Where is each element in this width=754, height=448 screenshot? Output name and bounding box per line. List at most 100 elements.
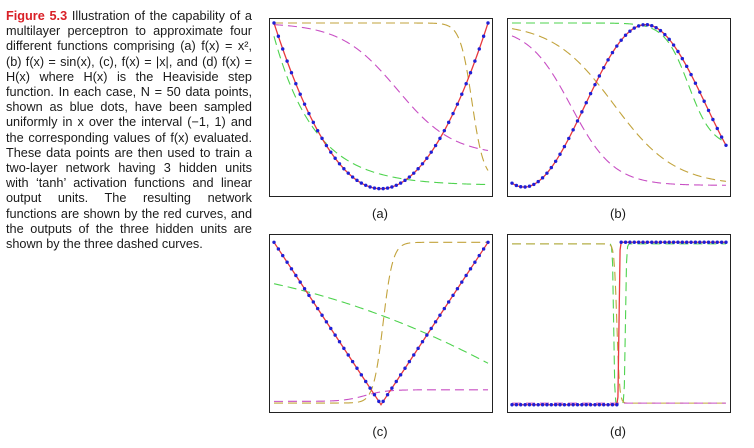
data-point	[333, 333, 337, 337]
data-point	[429, 150, 433, 154]
data-point	[377, 186, 381, 191]
data-point	[394, 379, 398, 384]
data-point	[315, 306, 320, 311]
data-point	[636, 24, 641, 28]
panel-b-label: (b)	[610, 206, 626, 221]
data-point	[412, 353, 416, 357]
data-point	[667, 37, 671, 42]
data-point	[346, 171, 350, 175]
data-point	[549, 403, 554, 407]
data-point	[390, 185, 394, 189]
data-point	[658, 240, 663, 244]
hidden-unit-3	[273, 24, 489, 152]
data-point	[337, 162, 342, 166]
data-point	[558, 403, 562, 407]
hidden-unit-3	[274, 389, 488, 402]
data-point	[307, 293, 311, 298]
data-point	[403, 366, 407, 370]
data-point	[372, 393, 377, 397]
data-point	[606, 403, 610, 407]
data-point	[294, 273, 298, 278]
data-point	[623, 33, 628, 37]
data-point	[545, 171, 549, 175]
data-point	[606, 58, 610, 62]
data-point	[724, 240, 728, 244]
data-point	[602, 65, 606, 70]
data-point	[562, 403, 567, 407]
data-point	[481, 34, 486, 38]
data-point	[464, 82, 468, 86]
data-point	[663, 240, 667, 244]
figure-label: Figure 5.3	[6, 9, 68, 23]
data-point	[324, 320, 329, 324]
data-point	[442, 306, 447, 311]
data-point	[593, 403, 597, 407]
hidden-unit-3	[511, 35, 727, 186]
data-point	[571, 128, 575, 132]
data-point	[641, 23, 645, 27]
data-point	[536, 403, 540, 407]
data-point	[693, 81, 698, 85]
data-point	[451, 111, 455, 116]
data-point	[289, 70, 294, 75]
data-point	[676, 240, 680, 244]
data-point	[724, 143, 728, 148]
data-point	[532, 403, 536, 407]
data-point	[486, 21, 490, 25]
data-point	[281, 253, 285, 258]
data-point	[442, 128, 447, 133]
data-point	[385, 393, 390, 397]
data-point	[645, 240, 650, 244]
data-point	[272, 240, 276, 245]
data-point	[285, 59, 289, 63]
data-point	[632, 26, 636, 30]
data-point	[532, 182, 536, 187]
data-point	[514, 403, 519, 407]
data-point	[468, 267, 473, 271]
data-point	[324, 143, 329, 148]
panel-c	[269, 234, 493, 413]
data-point	[715, 240, 719, 244]
plot-c	[272, 240, 490, 406]
data-point	[377, 399, 381, 404]
data-point	[588, 403, 593, 407]
data-point	[523, 403, 527, 407]
data-point	[398, 373, 403, 377]
data-point	[540, 176, 545, 180]
data-point	[346, 353, 350, 357]
data-point	[350, 175, 355, 179]
data-point	[311, 120, 316, 125]
data-point	[684, 240, 689, 244]
data-point	[650, 240, 654, 244]
data-point	[315, 128, 320, 133]
data-point	[451, 293, 455, 298]
data-point	[381, 186, 385, 191]
data-point	[628, 240, 632, 244]
data-point	[623, 240, 628, 244]
caption-text: Illustration of the capability of a mult…	[6, 9, 252, 252]
data-point	[689, 240, 693, 244]
data-point	[654, 240, 658, 244]
data-point	[527, 184, 532, 188]
data-point	[510, 403, 514, 407]
data-point	[553, 159, 558, 163]
data-point	[567, 403, 571, 407]
data-point	[698, 90, 702, 94]
data-point	[519, 403, 523, 407]
data-point	[715, 126, 719, 131]
data-point	[684, 64, 689, 69]
data-point	[667, 240, 671, 244]
data-point	[680, 240, 685, 244]
data-point	[588, 91, 593, 96]
hidden-unit-2	[274, 241, 488, 404]
data-point	[455, 102, 460, 106]
data-point	[394, 183, 398, 187]
data-point	[285, 260, 289, 264]
data-point	[558, 152, 562, 156]
data-point	[320, 136, 324, 141]
data-point	[390, 386, 394, 390]
data-point	[719, 240, 724, 244]
data-point	[342, 167, 346, 171]
data-point	[368, 185, 372, 189]
data-point	[385, 186, 390, 190]
